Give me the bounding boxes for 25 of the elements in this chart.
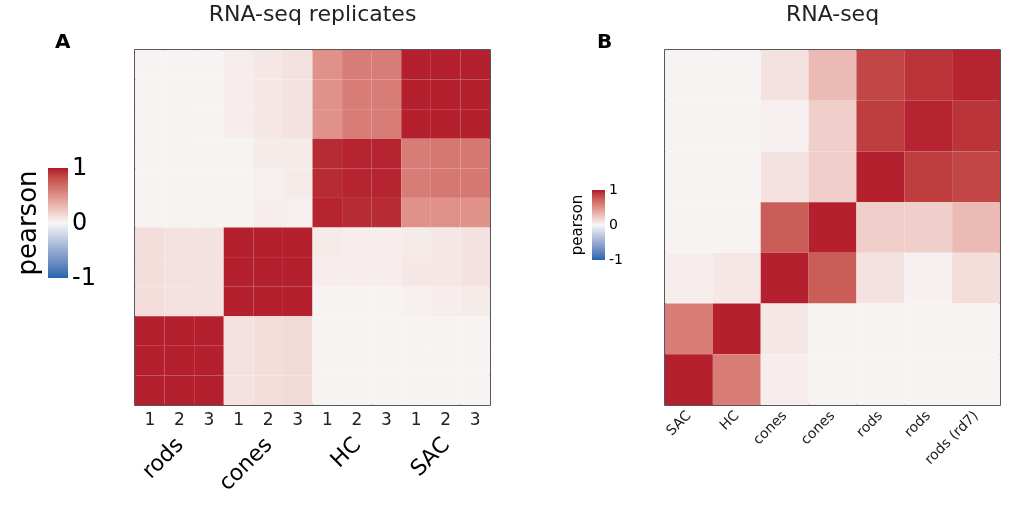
text: B bbox=[597, 29, 613, 53]
color-bar-label: -1 bbox=[72, 263, 96, 291]
x-tick-label: 3 bbox=[469, 408, 481, 429]
color-bar-label: 1 bbox=[72, 153, 88, 181]
chart-title: RNA-seq replicates bbox=[208, 1, 417, 26]
color-bar-label: 1 bbox=[609, 181, 618, 197]
x-tick-label: 1 bbox=[321, 408, 333, 429]
color-bar-title: pearson bbox=[568, 194, 586, 256]
x-tick-label: 2 bbox=[173, 408, 185, 429]
chart-title: RNA-seq bbox=[785, 1, 880, 26]
x-tick-label: 3 bbox=[292, 408, 304, 429]
color-bar-label: -1 bbox=[609, 251, 623, 267]
x-tick-label: 3 bbox=[381, 408, 392, 429]
color-bar-label: 0 bbox=[72, 208, 88, 236]
color-bar-title: pearson bbox=[12, 170, 42, 276]
x-tick-label: 1 bbox=[410, 408, 422, 429]
x-tick-label: 3 bbox=[203, 408, 215, 429]
x-tick-label: 2 bbox=[351, 408, 363, 429]
x-tick-label: 2 bbox=[440, 408, 452, 429]
text: A bbox=[55, 29, 71, 53]
x-tick-label: 2 bbox=[262, 408, 274, 429]
x-tick-label: HC bbox=[716, 406, 742, 433]
x-tick-label: 1 bbox=[144, 408, 156, 429]
color-bar-label: 0 bbox=[609, 216, 618, 232]
x-tick-label: 1 bbox=[233, 408, 244, 429]
